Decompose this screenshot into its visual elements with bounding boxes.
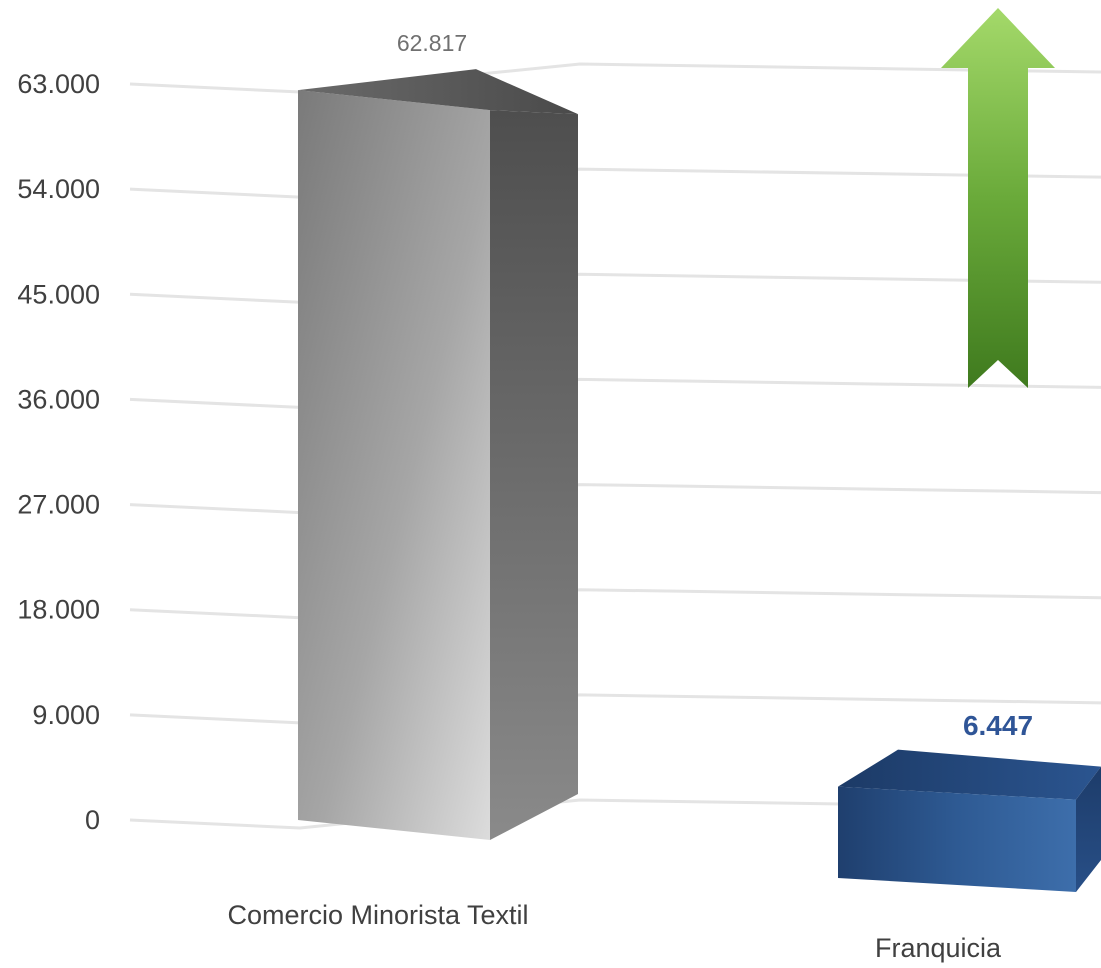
y-tick-label: 54.000 (17, 174, 100, 204)
bar-top-face (298, 69, 578, 115)
y-tick-label: 45.000 (17, 279, 100, 309)
gridline (129, 588, 1101, 620)
y-axis: 0 9.000 18.000 27.000 36.000 45.000 54.000 63.0… (17, 69, 100, 835)
bar-front-face (298, 90, 490, 841)
bar-front-face (838, 786, 1076, 892)
bar-franquicia (838, 749, 1101, 892)
up-arrow-icon (941, 8, 1055, 388)
bar-side-face (1076, 766, 1101, 892)
y-tick-label: 18.000 (17, 595, 100, 625)
data-label-comercio: 62.817 (397, 30, 467, 56)
y-tick-label: 63.000 (17, 69, 100, 99)
gridlines (129, 62, 1101, 830)
gridline (129, 62, 1101, 94)
bars: 62.817 6.447 (298, 30, 1101, 892)
y-tick-label: 9.000 (32, 700, 100, 730)
y-tick-label: 0 (85, 805, 100, 835)
gridline (129, 167, 1101, 199)
x-axis: Comercio Minorista Textil Franquicia (227, 900, 1002, 963)
gridline (129, 272, 1101, 304)
gridline (129, 693, 1101, 725)
y-tick-label: 36.000 (17, 384, 100, 414)
bar-top-face (838, 749, 1101, 800)
x-category-label: Comercio Minorista Textil (227, 900, 528, 930)
bar-side-face (490, 110, 578, 841)
x-category-label: Franquicia (875, 933, 1002, 963)
y-tick-label: 27.000 (17, 490, 100, 520)
annotation-layer (941, 8, 1055, 388)
bar-comercio-minorista-textil (298, 69, 578, 841)
data-label-franquicia: 6.447 (963, 710, 1033, 741)
gridline (129, 483, 1101, 515)
gridline (129, 377, 1101, 409)
